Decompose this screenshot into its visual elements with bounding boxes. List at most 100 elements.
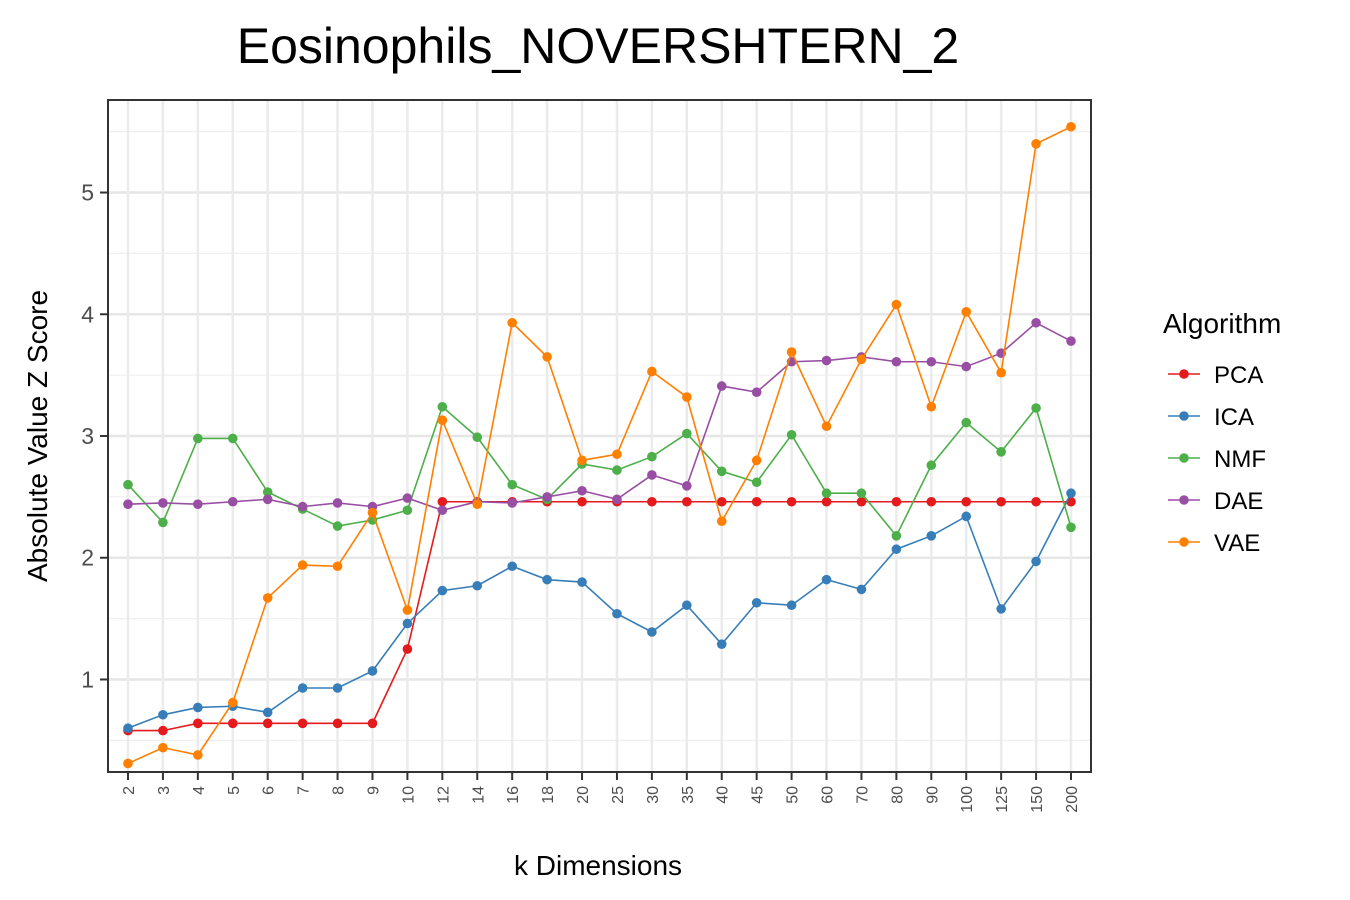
- legend-key-point-nmf: [1179, 453, 1189, 463]
- x-tick-label: 18: [540, 786, 557, 804]
- data-point-dae: [1031, 317, 1041, 328]
- data-point-ica: [891, 544, 902, 555]
- x-tick-label: 90: [924, 786, 941, 804]
- x-axis: 2 3 4 5 6 7 8 9 10 12 14 16 18 20 25 30 35 40 45 50 60 70 80 90…: [121, 772, 1081, 813]
- data-point-dae: [332, 498, 343, 508]
- x-tick-label: 200: [1064, 786, 1081, 813]
- data-point-nmf: [472, 432, 483, 443]
- data-point-pca: [682, 496, 692, 507]
- data-point-pca: [751, 496, 762, 507]
- data-point-dae: [542, 492, 552, 502]
- y-tick-label: 5: [81, 180, 94, 206]
- data-point-ica: [612, 608, 622, 619]
- data-point-ica: [647, 627, 657, 637]
- data-point-dae: [297, 501, 308, 512]
- data-point-vae: [716, 516, 727, 527]
- x-tick-label: 8: [331, 786, 348, 795]
- x-tick-label: 16: [505, 786, 522, 804]
- series-dae: [123, 317, 1076, 516]
- data-point-ica: [577, 577, 587, 587]
- x-tick-label: 2: [121, 786, 138, 795]
- data-point-nmf: [193, 433, 203, 444]
- data-point-vae: [472, 499, 483, 509]
- data-point-pca: [1031, 496, 1041, 507]
- data-point-pca: [437, 496, 448, 507]
- data-point-ica: [158, 709, 168, 720]
- data-point-vae: [682, 392, 692, 402]
- x-tick-label: 3: [156, 786, 173, 795]
- y-tick-label: 2: [81, 545, 94, 571]
- legend: Algorithm PCA ICA NMF DAE VAE: [1163, 308, 1281, 557]
- series-line-nmf: [127, 405, 1072, 538]
- legend-label-ica: ICA: [1214, 404, 1254, 431]
- data-point-ica: [123, 723, 133, 733]
- data-point-vae: [542, 352, 552, 362]
- data-point-pca: [647, 496, 657, 507]
- data-point-ica: [1031, 556, 1041, 567]
- x-axis-title: k Dimensions: [514, 850, 682, 881]
- data-point-ica: [437, 585, 448, 596]
- x-tick-label: 5: [226, 786, 243, 795]
- data-point-vae: [751, 455, 762, 466]
- data-point-dae: [158, 498, 168, 508]
- x-tick-label: 45: [750, 786, 767, 804]
- data-point-vae: [996, 367, 1006, 378]
- data-point-dae: [682, 481, 692, 491]
- data-point-nmf: [891, 531, 902, 541]
- y-tick-label: 1: [81, 666, 94, 692]
- data-point-nmf: [227, 433, 238, 444]
- x-tick-label: 100: [959, 786, 976, 813]
- data-point-nmf: [262, 487, 273, 497]
- data-point-nmf: [716, 466, 727, 477]
- data-point-pca: [961, 496, 972, 507]
- data-point-vae: [193, 750, 203, 760]
- x-tick-label: 4: [191, 786, 208, 795]
- data-point-ica: [542, 574, 552, 585]
- x-tick-label: 6: [261, 786, 278, 795]
- x-tick-label: 14: [470, 786, 487, 804]
- data-point-nmf: [437, 401, 448, 412]
- data-point-pca: [367, 718, 378, 729]
- data-point-pca: [297, 718, 308, 729]
- data-point-nmf: [856, 488, 867, 499]
- data-point-nmf: [402, 505, 413, 516]
- data-point-nmf: [612, 465, 622, 475]
- data-point-dae: [123, 499, 133, 509]
- data-point-pca: [891, 496, 902, 507]
- data-point-pca: [262, 718, 273, 729]
- data-point-ica: [926, 531, 937, 541]
- legend-title: Algorithm: [1163, 308, 1281, 339]
- data-point-dae: [577, 485, 587, 496]
- y-tick-label: 3: [81, 423, 94, 449]
- data-point-vae: [507, 317, 517, 328]
- data-point-nmf: [1031, 403, 1041, 413]
- data-point-pca: [926, 496, 937, 507]
- data-point-vae: [123, 758, 133, 769]
- data-point-vae: [786, 347, 797, 357]
- x-tick-label: 9: [365, 786, 382, 795]
- data-point-pca: [193, 718, 203, 729]
- data-point-ica: [262, 707, 273, 718]
- data-point-dae: [1066, 336, 1076, 346]
- data-point-dae: [402, 493, 413, 503]
- data-point-ica: [472, 580, 483, 591]
- data-point-dae: [227, 496, 238, 507]
- legend-label-nmf: NMF: [1214, 446, 1266, 473]
- grid: [108, 100, 1091, 772]
- data-point-nmf: [158, 517, 168, 528]
- data-point-ica: [507, 561, 517, 572]
- data-point-ica: [821, 574, 832, 585]
- data-point-vae: [1031, 139, 1041, 149]
- data-point-dae: [926, 356, 937, 367]
- data-point-dae: [647, 470, 657, 480]
- data-point-nmf: [332, 521, 343, 531]
- data-point-vae: [612, 449, 622, 460]
- data-point-ica: [996, 604, 1006, 614]
- data-point-vae: [297, 560, 308, 570]
- legend-key-point-dae: [1179, 495, 1189, 505]
- x-tick-label: 12: [435, 786, 452, 804]
- x-tick-label: 25: [610, 786, 627, 804]
- legend-key-point-ica: [1179, 411, 1189, 421]
- data-point-pca: [996, 496, 1006, 507]
